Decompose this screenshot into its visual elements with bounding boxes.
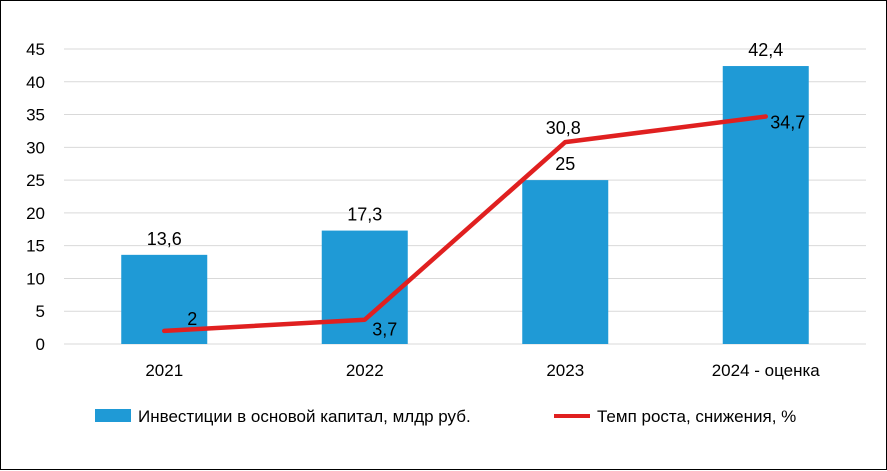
y-tick-label: 20 <box>26 204 45 223</box>
bar-data-label: 42,4 <box>748 40 783 60</box>
bar <box>321 230 408 344</box>
bar-series <box>121 66 809 345</box>
y-axis-ticks: 0 5 10 15 20 25 30 35 40 45 <box>26 40 45 354</box>
y-tick-label: 45 <box>26 40 45 59</box>
data-labels: 13,6 17,3 25 42,4 2 3,7 30,8 34,7 <box>147 40 806 340</box>
y-tick-label: 5 <box>36 302 45 321</box>
line-data-label: 2 <box>187 309 197 329</box>
legend-line-label: Темп роста, снижения, % <box>597 407 796 426</box>
y-tick-label: 30 <box>26 138 45 157</box>
x-category-label: 2024 - оценка <box>712 361 821 380</box>
bar-data-label: 17,3 <box>347 205 382 225</box>
bar-data-label: 25 <box>555 154 575 174</box>
y-tick-label: 0 <box>36 335 45 354</box>
line-data-label: 3,7 <box>372 320 397 340</box>
y-tick-label: 15 <box>26 237 45 256</box>
line-data-label: 34,7 <box>770 113 805 133</box>
y-tick-label: 35 <box>26 106 45 125</box>
x-axis-categories: 2021 2022 2023 2024 - оценка <box>145 361 820 380</box>
x-category-label: 2023 <box>546 361 584 380</box>
line-path <box>162 114 768 334</box>
x-category-label: 2021 <box>145 361 183 380</box>
line-data-label: 30,8 <box>546 118 581 138</box>
line-series <box>162 114 768 334</box>
y-tick-label: 40 <box>26 73 45 92</box>
y-tick-label: 25 <box>26 171 45 190</box>
y-tick-label: 10 <box>26 269 45 288</box>
legend-bar-label: Инвестиции в основой капитал, млдр руб. <box>138 407 471 426</box>
legend-bar-swatch <box>95 409 131 422</box>
legend: Инвестиции в основой капитал, млдр руб. … <box>95 407 796 426</box>
x-category-label: 2022 <box>346 361 384 380</box>
bar <box>722 66 809 345</box>
bar-data-label: 13,6 <box>147 229 182 249</box>
bar <box>522 180 609 344</box>
